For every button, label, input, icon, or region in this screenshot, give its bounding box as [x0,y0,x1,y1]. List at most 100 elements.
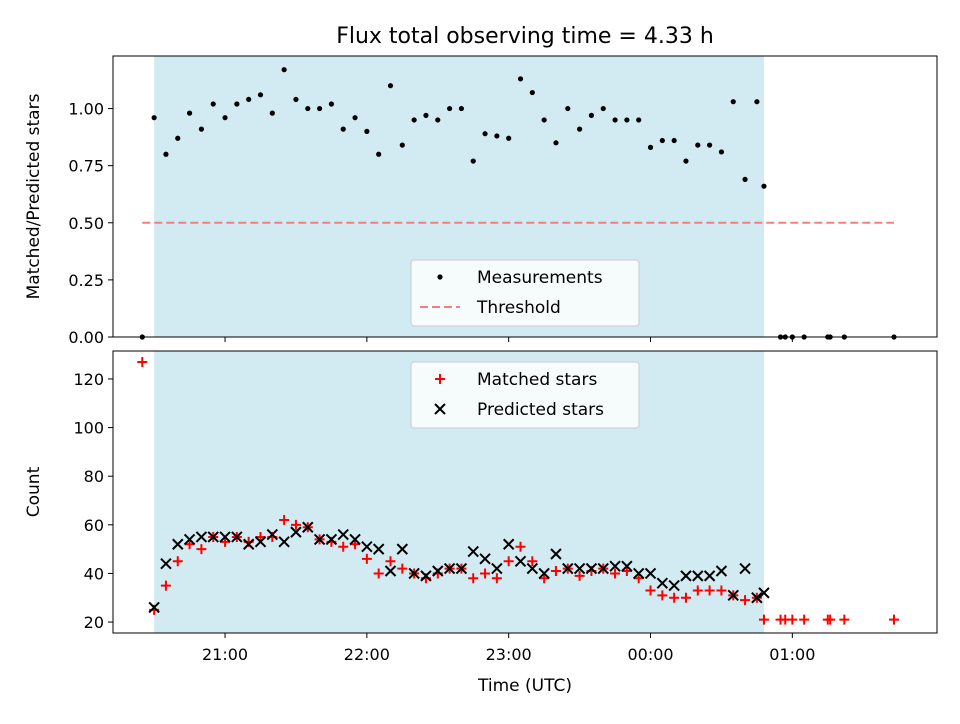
legend-label: Measurements [477,268,603,288]
top-y-tick-label: 1.00 [68,100,104,119]
measurement-point [600,105,606,112]
x-tick-label: 23:00 [486,645,532,664]
matched-star-point [692,585,703,596]
matched-star-point [633,573,644,584]
predicted-star-point [562,562,574,575]
matched-star-point [160,580,171,591]
predicted-star-point [573,562,586,575]
measurement-point [151,115,157,121]
measurement-point [588,112,595,118]
measurement-point [612,117,618,123]
measurement-point [695,142,701,148]
top-y-tick-label: 0.75 [68,157,104,176]
matched-star-point [888,614,899,625]
predicted-star-point [703,570,716,582]
measurement-point [458,105,465,112]
matched-star-point [290,519,301,530]
x-tick-label: 22:00 [344,645,390,664]
matched-star-point [338,541,349,552]
measurement-point [761,183,767,189]
measurement-point [742,176,748,182]
predicted-star-point [621,560,633,572]
bottom-legend-box [410,361,640,429]
predicted-star-point [491,562,503,575]
predicted-star-point [550,548,562,560]
matched-star-point [527,556,538,567]
matched-star-point [539,573,550,584]
matched-star-point [361,553,372,564]
predicted-star-point [526,562,539,575]
measurement-point [316,105,323,112]
measurement-point [754,99,760,105]
matched-star-point [787,614,798,625]
matched-star-point [704,585,715,596]
predicted-star-point [585,562,598,575]
matched-star-point [657,590,668,601]
measurement-point [517,76,524,82]
predicted-star-point [420,570,432,582]
top-y-tick-label: 0.25 [68,271,104,290]
matched-star-point [645,585,656,596]
matched-star-point [480,568,491,579]
predicted-star-point [313,533,326,546]
matched-star-point [680,592,691,603]
predicted-star-point [254,536,267,548]
measurement-point [175,135,181,141]
predicted-star-point [195,531,208,543]
measurement-point [482,131,488,137]
predicted-star-point [160,558,172,570]
predicted-star-point [680,570,692,582]
matched-star-point [503,556,514,567]
predicted-star-point [751,592,763,604]
measurement-point [163,151,169,157]
measurement-point [340,126,346,132]
bottom-y-tick-label: 120 [73,370,104,389]
predicted-star-point [455,562,468,575]
legend-label: Predicted stars [477,400,604,420]
predicted-star-point [325,533,338,546]
measurement-point [423,112,429,118]
matched-star-point [550,566,561,577]
matched-star-point [839,614,850,625]
measurement-point [541,117,547,123]
bottom-legend: Matched stars Predicted stars [410,361,640,429]
matched-star-point [515,541,526,552]
legend-predicted-marker [434,403,446,415]
measurement-point [707,142,713,148]
measurement-point [529,89,535,96]
measurement-point [624,117,630,123]
measurement-point [446,105,453,112]
measurement-point [257,92,264,98]
predicted-star-point [372,543,385,555]
predicted-star-point [502,538,515,550]
predicted-star-point [337,528,349,541]
predicted-star-point [278,536,290,548]
matched-star-point [758,614,769,625]
predicted-star-point [302,521,314,533]
bottom-panel: 20 40 60 80 100 120 21:00 22:00 23:00 00:00 01:00 C… [24,350,938,696]
top-y-axis-label: Matched/Predicted stars [24,93,44,299]
predicted-star-point [632,567,645,580]
predicted-star-point [207,531,219,543]
predicted-star-point [609,560,621,572]
measurement-point [222,115,228,121]
measurement-point [246,96,252,103]
matched-star-point [373,568,384,579]
predicted-star-point [479,553,491,565]
top-y-tick-label: 0.50 [68,214,104,233]
measurement-point [718,149,725,155]
matched-star-point [610,568,621,579]
predicted-star-point [656,577,669,589]
predicted-star-point [467,545,479,558]
measurement-point [364,128,370,134]
predicted-star-point [644,567,657,580]
matched-star-point [621,566,632,577]
x-axis-label: Time (UTC) [477,676,572,696]
x-tick-label: 00:00 [627,645,673,664]
measurement-point [659,137,665,144]
top-panel: 0.00 0.25 0.50 0.75 1.00 Matched/Predicted st… [24,55,938,347]
x-tick-label: 01:00 [769,645,815,664]
top-legend: Measurements Threshold [410,259,640,327]
measurement-point [198,126,205,132]
